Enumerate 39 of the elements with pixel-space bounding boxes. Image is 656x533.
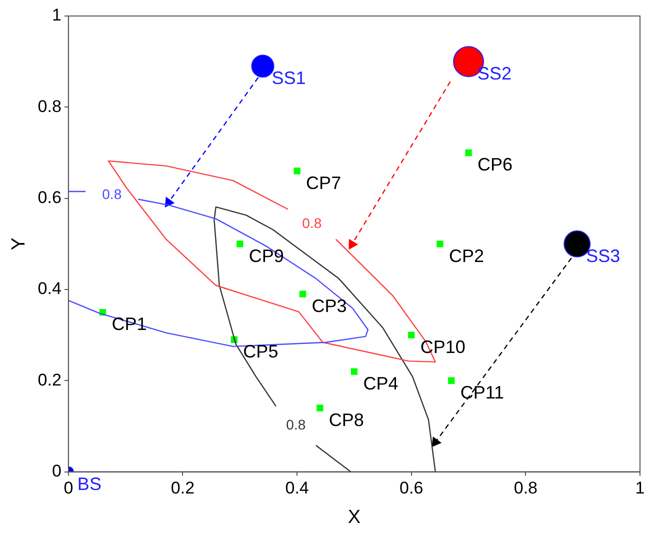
annotation: 0.8	[286, 416, 306, 433]
annotation: SS2	[478, 64, 512, 84]
x-tick-label: 0.2	[170, 478, 195, 498]
y-tick-label: 0.8	[38, 96, 62, 116]
x-tick-label: 1	[635, 478, 645, 498]
annotation: CP7	[306, 172, 342, 193]
annotation: CP3	[312, 296, 347, 316]
annotation: SS1	[272, 68, 306, 88]
point	[465, 149, 472, 156]
annotation: CP2	[448, 246, 484, 266]
point	[448, 377, 455, 384]
annotation: CP5	[243, 342, 278, 362]
x-tick-label: 0.4	[285, 478, 309, 498]
point	[294, 168, 300, 174]
x-axis-title: X	[348, 506, 361, 528]
x-tick-label: 0	[64, 478, 74, 498]
y-tick-label: 0.6	[38, 188, 62, 208]
annotation: SS3	[586, 246, 620, 266]
annotation: CP6	[478, 154, 513, 175]
annotation: 0.8	[302, 215, 322, 232]
point	[316, 404, 324, 412]
point	[408, 332, 415, 338]
annotation: BS	[77, 474, 102, 494]
annotation: 0.8	[102, 186, 122, 202]
x-tick-label: 0.8	[514, 478, 538, 498]
y-tick-label: 0.2	[38, 370, 62, 390]
x-tick-label: 0.6	[400, 478, 424, 498]
annotation: CP11	[460, 382, 504, 403]
point	[236, 240, 244, 248]
annotation: CP8	[328, 410, 364, 430]
point	[299, 290, 306, 298]
annotation: CP9	[248, 246, 284, 266]
y-tick-label: 0	[52, 461, 62, 480]
y-tick-label: 0.4	[38, 279, 62, 298]
y-tick-label: 1	[52, 6, 62, 25]
y-axis-title: Y	[8, 237, 30, 250]
annotation: CP4	[363, 373, 398, 394]
point	[350, 368, 358, 375]
point	[436, 240, 444, 248]
